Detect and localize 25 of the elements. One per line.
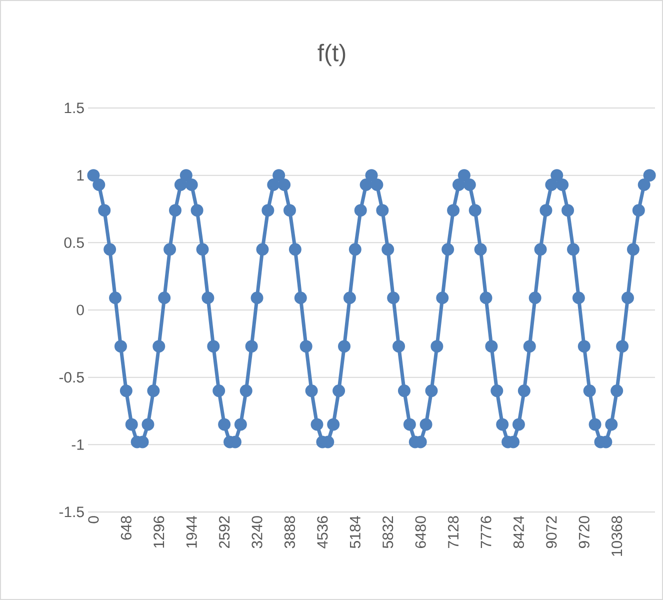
y-tick-label: 1 <box>77 170 84 180</box>
x-tick-label: 1944 <box>186 516 197 548</box>
x-tick-label: 9720 <box>578 516 590 548</box>
x-tick-label: 9072 <box>546 516 557 548</box>
x-tick-label: 10368 <box>612 516 622 556</box>
x-tick-label: 8424 <box>513 516 524 548</box>
x-tick-label: 2592 <box>219 516 230 548</box>
y-tick-label: -1.5 <box>59 506 84 518</box>
x-tick-label: 7776 <box>480 516 492 548</box>
x-tick-label: 3240 <box>252 516 262 548</box>
y-tick-label: 0.5 <box>64 237 84 248</box>
x-tick-label: 4536 <box>317 516 328 548</box>
y-tick-label: -1 <box>72 440 84 450</box>
x-tick-label: 0 <box>88 516 99 524</box>
chart-title: f(t) <box>318 44 346 66</box>
y-tick-label: -0.5 <box>59 372 84 383</box>
x-tick-label: 1296 <box>154 516 164 548</box>
x-tick-label: 6480 <box>415 516 426 548</box>
y-tick-label: 1.5 <box>64 102 84 114</box>
x-tick-label: 5184 <box>350 516 360 548</box>
x-tick-label: 648 <box>120 516 132 540</box>
x-tick-label: 3888 <box>284 516 296 548</box>
x-tick-label: 5832 <box>382 516 394 548</box>
y-tick-label: 0 <box>76 304 84 316</box>
x-tick-label: 7128 <box>448 516 459 548</box>
